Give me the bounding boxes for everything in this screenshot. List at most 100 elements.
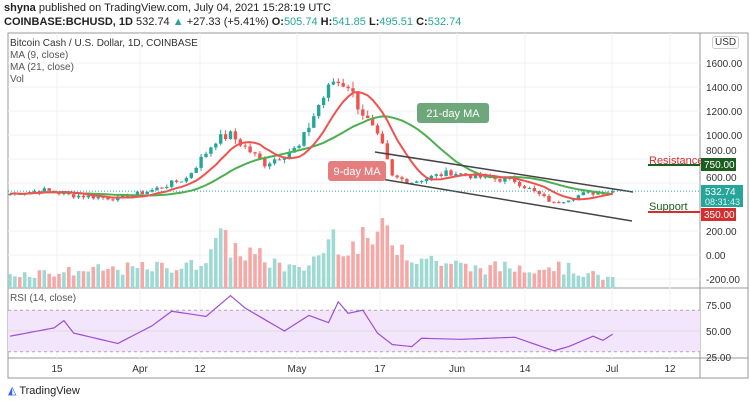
time-tick: Jun xyxy=(449,364,465,375)
volume-bar xyxy=(52,276,56,288)
candle xyxy=(576,195,581,200)
volume-bar xyxy=(248,247,252,288)
volume-bar xyxy=(586,273,590,288)
candle xyxy=(277,159,282,161)
volume-bar xyxy=(581,276,586,288)
volume-bar xyxy=(76,270,81,288)
candle xyxy=(400,177,404,180)
price-tick: 1600.00 xyxy=(706,59,743,70)
candle xyxy=(72,194,76,198)
candle xyxy=(405,179,409,184)
candle xyxy=(522,186,527,189)
candle xyxy=(517,182,522,187)
candle xyxy=(390,159,394,176)
candle xyxy=(611,191,615,193)
volume-bar xyxy=(86,271,91,288)
time-tick: 14 xyxy=(519,364,531,375)
price-tick: 600.00 xyxy=(706,173,737,184)
candle xyxy=(503,178,507,182)
candle xyxy=(449,170,453,176)
volume-bar xyxy=(439,265,443,288)
volume-bar xyxy=(503,261,507,288)
symbol-info: COINBASE:BCHUSD, 1D 532.74 ▲ +27.33 (+5.… xyxy=(4,16,462,28)
volume-bar xyxy=(606,276,610,288)
volume-bar xyxy=(561,274,566,288)
candle xyxy=(370,118,375,126)
candle xyxy=(287,152,291,158)
volume-bar xyxy=(508,268,512,288)
candle xyxy=(8,193,12,196)
volume-bar xyxy=(341,256,345,288)
volume-bar xyxy=(165,268,169,288)
volume-bar xyxy=(321,253,326,288)
currency-button[interactable]: USD xyxy=(712,36,740,49)
time-tick: 12 xyxy=(664,364,676,375)
candle xyxy=(419,181,424,183)
volume-bar xyxy=(414,264,419,288)
support-label: Support xyxy=(649,201,688,213)
candle xyxy=(429,175,434,179)
candle xyxy=(233,131,238,140)
volume-bar xyxy=(27,277,32,288)
volume-bar xyxy=(32,277,37,288)
volume-bar xyxy=(346,255,350,288)
resistance-price-tag xyxy=(701,158,736,171)
volume-bar xyxy=(591,271,595,288)
volume-bar xyxy=(81,271,86,288)
candle xyxy=(385,143,389,160)
volume-bar xyxy=(8,274,12,288)
candle xyxy=(160,187,164,189)
volume-bar xyxy=(111,266,115,288)
candle xyxy=(312,116,316,128)
candle xyxy=(258,153,262,159)
candle xyxy=(111,199,115,201)
volume-bar xyxy=(512,271,517,288)
volume-bar xyxy=(253,253,257,288)
volume-bar xyxy=(160,262,164,288)
volume-bar xyxy=(263,262,267,288)
publish-info: shyna published on TradingView.com, July… xyxy=(4,2,331,14)
candle xyxy=(415,181,419,183)
candle xyxy=(199,156,203,168)
candle xyxy=(302,132,306,146)
candle xyxy=(81,195,86,198)
candle xyxy=(194,167,198,173)
candle xyxy=(537,191,541,195)
volume-bar xyxy=(287,264,292,288)
price-tick: 200.00 xyxy=(706,227,737,238)
volume-bar xyxy=(336,254,341,288)
candle xyxy=(566,200,571,203)
volume-bar xyxy=(214,238,218,288)
volume-bar xyxy=(449,263,453,288)
candle xyxy=(336,81,340,84)
candle xyxy=(47,188,51,191)
volume-bar xyxy=(517,265,522,288)
ma9-annotation-box xyxy=(328,161,386,181)
candle xyxy=(223,134,228,140)
candle xyxy=(272,159,277,164)
volume-bar xyxy=(483,274,488,288)
volume-bar xyxy=(62,272,66,288)
last-price: 532.74 xyxy=(705,187,736,198)
candle xyxy=(434,174,438,176)
volume-bar xyxy=(596,274,600,288)
candle xyxy=(596,192,600,195)
volume-bar xyxy=(522,272,527,288)
candle xyxy=(410,182,414,184)
candle xyxy=(243,145,247,147)
volume-bar xyxy=(91,266,96,288)
candle xyxy=(547,196,551,202)
volume-bar xyxy=(400,244,404,288)
volume-bar xyxy=(444,263,448,288)
volume-bar xyxy=(429,255,434,288)
candle xyxy=(307,127,311,133)
candle xyxy=(532,188,536,192)
volume-bar xyxy=(459,262,463,288)
volume-bar xyxy=(610,277,615,288)
candle xyxy=(140,191,144,195)
ma9-line xyxy=(9,90,613,201)
volume-bar xyxy=(277,262,282,288)
candle xyxy=(493,178,497,180)
candle xyxy=(101,196,105,198)
